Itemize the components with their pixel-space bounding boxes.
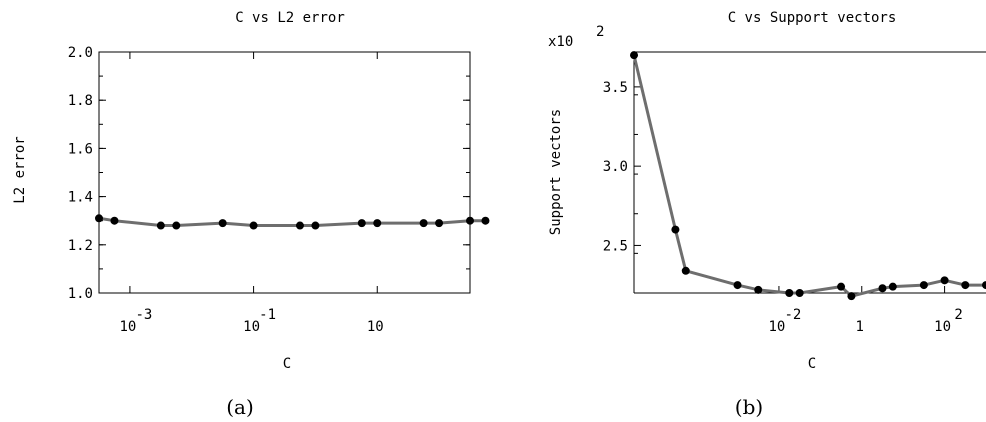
b-y-tick-label-0: 2.5: [603, 238, 628, 254]
b-x-tick-exp-2: 2: [954, 307, 962, 323]
b-y-tick-label-1: 3.0: [603, 159, 628, 175]
chart-b: C vs Support vectors x10 2 2.53.03.5 10-…: [548, 10, 986, 419]
a-data-point-13: [481, 216, 490, 225]
chart-b-x-axis: 10-21 102: [769, 286, 963, 335]
a-data-point-5: [249, 221, 258, 230]
a-data-point-4: [218, 219, 227, 228]
chart-b-y-axis: 2.5 3.0 3.5: [603, 54, 641, 294]
b-data-point-6: [795, 289, 804, 297]
a-y-tick-label-4: 1.8: [68, 93, 93, 109]
b-y-tick-label-2: 3.5: [603, 80, 628, 96]
chart-b-y-multiplier: x10 2: [548, 24, 604, 50]
chart-a-title: C vs L2 error: [235, 10, 345, 26]
chart-b-x-axis-label: C: [808, 356, 816, 372]
chart-a: C vs L2 error 1.01.21.41.61.82.0 10-310-…: [12, 10, 490, 419]
a-y-tick-label-0: 1.0: [68, 286, 93, 302]
b-data-point-4: [754, 285, 763, 294]
b-x-tick-base-1: 1: [856, 319, 864, 335]
b-data-point-7: [837, 282, 846, 291]
chart-a-frame: [98, 51, 471, 294]
a-x-tick-exp-0: -3: [135, 307, 152, 323]
b-data-point-10: [888, 282, 897, 291]
a-data-point-11: [435, 219, 444, 228]
a-data-point-6: [295, 221, 304, 230]
b-series-line-0: [632, 54, 986, 298]
a-data-point-12: [466, 216, 474, 225]
b-data-point-5: [785, 289, 794, 297]
b-x-tick-exp-0: -2: [785, 307, 802, 323]
b-data-point-12: [940, 276, 949, 285]
b-data-point-0: [630, 51, 638, 60]
b-x-tick-base-0: 10: [769, 319, 786, 335]
a-y-tick-label-2: 1.4: [68, 190, 93, 206]
chart-b-caption: (b): [735, 395, 763, 419]
a-y-tick-label-5: 2.0: [68, 45, 93, 61]
a-y-tick-label-1: 1.2: [68, 238, 93, 254]
a-x-tick-base-1: 10: [243, 319, 260, 335]
b-x-tick-base-2: 10: [934, 319, 951, 335]
a-data-point-2: [156, 221, 165, 230]
b-data-point-3: [733, 281, 742, 290]
a-x-tick-exp-1: -1: [259, 307, 276, 323]
a-data-point-9: [373, 219, 382, 228]
a-data-point-7: [311, 221, 320, 230]
b-data-point-11: [919, 281, 928, 290]
chart-a-y-axis: 1.0 1.2 1.4 1.6 1.8 2.0: [68, 45, 470, 302]
chart-b-title: C vs Support vectors: [728, 10, 897, 26]
chart-b-series: [630, 51, 986, 301]
a-x-tick-base-2: 10: [367, 319, 384, 335]
chart-a-x-axis-label: C: [283, 356, 291, 372]
b-data-point-2: [681, 266, 690, 275]
a-data-point-3: [172, 221, 181, 230]
a-data-point-1: [110, 216, 119, 225]
chart-a-y-axis-label: L2 error: [12, 136, 28, 203]
a-series-line-0: [98, 216, 486, 228]
chart-a-series: [95, 214, 490, 230]
b-data-point-14: [982, 281, 986, 290]
chart-b-y-axis-label: Support vectors: [548, 109, 564, 235]
a-data-point-8: [357, 219, 366, 228]
chart-b-y-multiplier-base: x10: [548, 34, 573, 50]
a-x-tick-base-0: 10: [119, 319, 136, 335]
chart-b-y-multiplier-exp: 2: [596, 24, 604, 40]
chart-a-x-axis: 10-310-110: [119, 52, 384, 335]
a-data-point-10: [419, 219, 428, 228]
b-data-point-9: [878, 284, 887, 293]
b-data-point-8: [847, 292, 856, 301]
chart-a-caption: (a): [226, 395, 254, 419]
a-y-tick-label-3: 1.6: [68, 141, 93, 157]
b-data-point-1: [671, 225, 680, 234]
b-data-point-13: [961, 281, 970, 290]
a-data-point-0: [95, 214, 103, 223]
